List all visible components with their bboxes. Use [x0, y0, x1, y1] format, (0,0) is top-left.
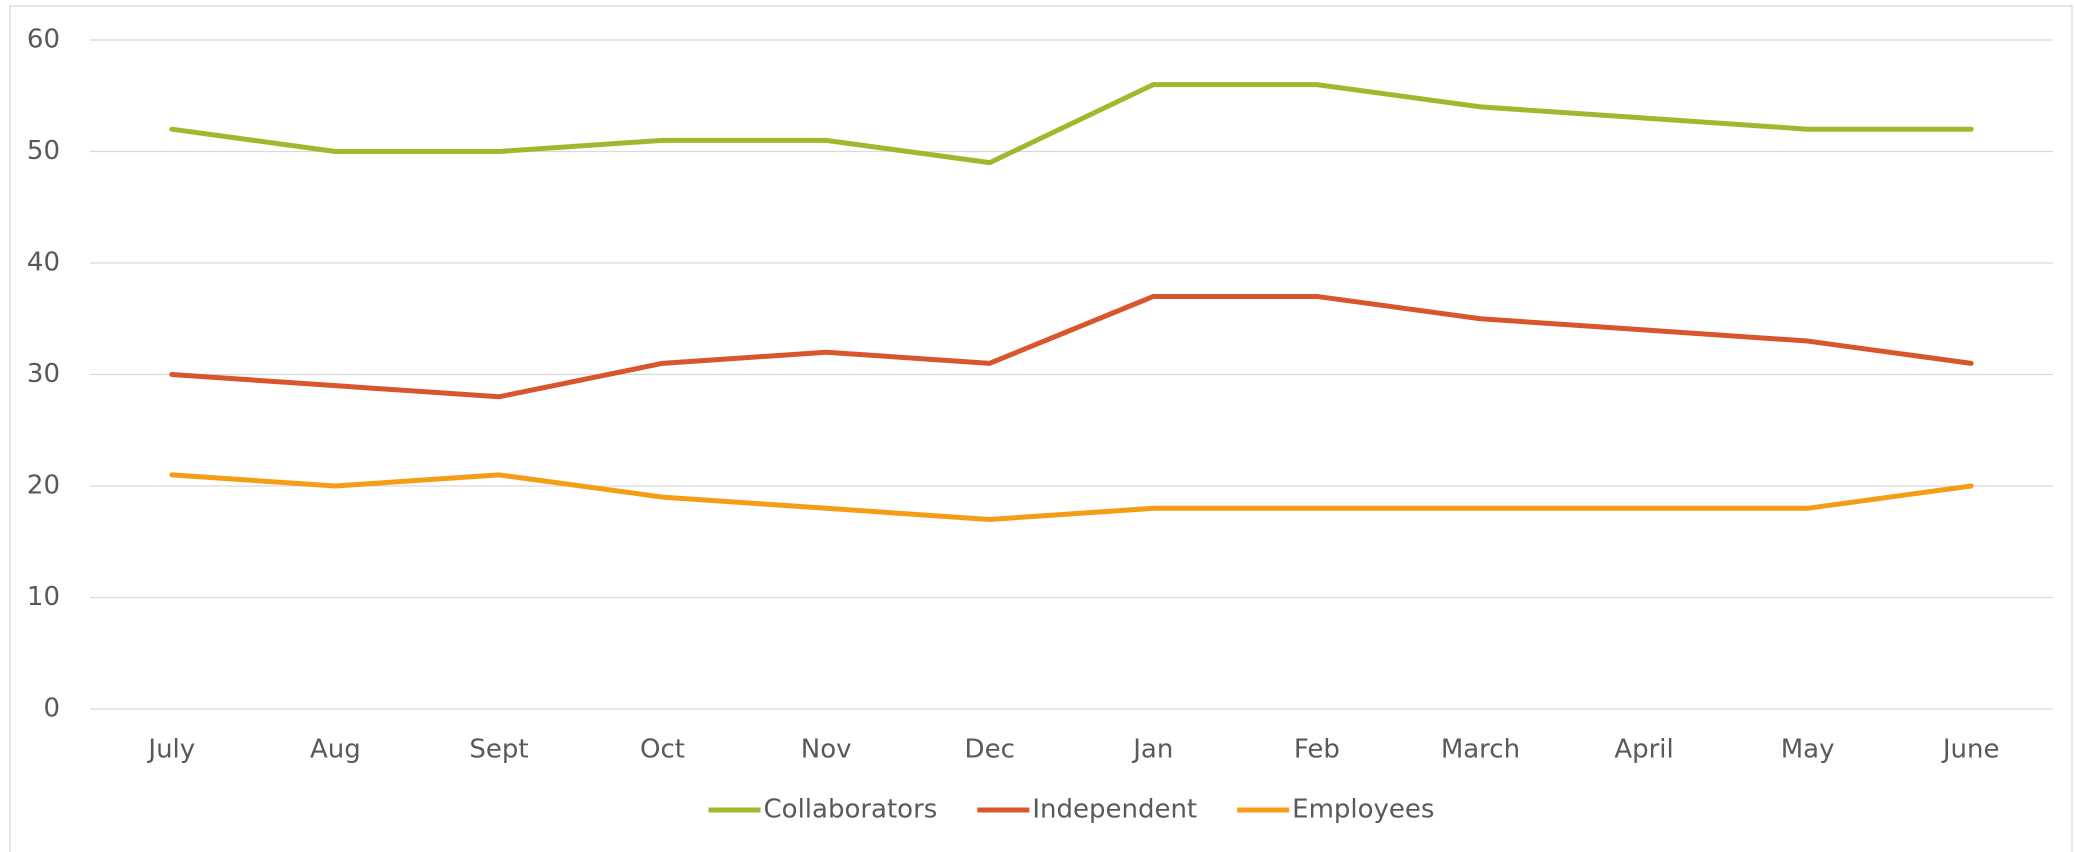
y-tick-label: 60: [27, 25, 60, 55]
y-tick-label: 10: [27, 582, 60, 612]
x-tick-label: Nov: [801, 735, 852, 765]
y-tick-label: 20: [27, 471, 60, 501]
legend-label: Collaborators: [764, 795, 938, 825]
x-tick-label: March: [1441, 735, 1520, 765]
x-tick-label: Oct: [640, 735, 685, 765]
y-tick-label: 30: [27, 359, 60, 389]
series-line: [169, 293, 1974, 400]
legend-label: Independent: [1032, 795, 1197, 825]
x-tick-label: July: [146, 735, 195, 765]
x-tick-label: April: [1614, 735, 1673, 765]
x-tick-label: June: [1941, 735, 2000, 765]
x-tick-label: Aug: [310, 735, 361, 765]
x-tick-label: May: [1781, 735, 1835, 765]
x-tick-label: Dec: [965, 735, 1015, 765]
y-tick-label: 0: [43, 694, 60, 724]
series-line: [169, 82, 1974, 166]
y-tick-label: 50: [27, 136, 60, 166]
y-tick-label: 40: [27, 248, 60, 278]
x-tick-label: Sept: [469, 735, 528, 765]
series-line: [169, 472, 1974, 522]
legend-label: Employees: [1292, 795, 1434, 825]
chart-border: [9, 5, 2073, 852]
x-tick-label: Jan: [1131, 735, 1173, 765]
x-tick-label: Feb: [1294, 735, 1340, 765]
